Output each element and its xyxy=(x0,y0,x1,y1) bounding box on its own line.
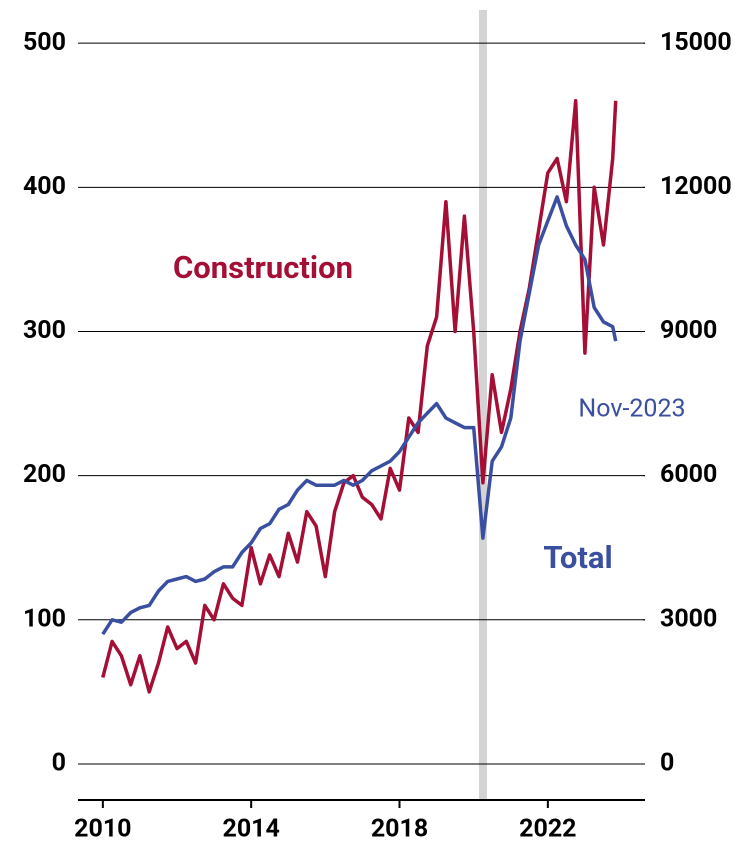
y-tick-label: 500 xyxy=(23,28,66,57)
series-label: Total xyxy=(543,539,612,576)
y2-tick-label: 15000 xyxy=(660,28,732,57)
y-tick-label: 200 xyxy=(23,460,66,489)
y-tick-label: 0 xyxy=(52,749,66,778)
highlight-band xyxy=(478,10,487,800)
y2-tick-label: 9000 xyxy=(660,316,717,345)
x-tick-label: 2022 xyxy=(519,815,576,844)
x-tick-label: 2014 xyxy=(222,815,279,844)
y2-tick-label: 12000 xyxy=(660,172,732,201)
annotation: Nov-2023 xyxy=(578,395,685,424)
y2-tick-label: 3000 xyxy=(660,604,717,633)
series-line xyxy=(101,99,618,694)
x-tick-label: 2010 xyxy=(74,815,131,844)
y2-tick-label: 6000 xyxy=(660,460,717,489)
series-label: Construction xyxy=(173,249,353,286)
x-tick-label: 2018 xyxy=(371,815,428,844)
y2-tick-label: 0 xyxy=(660,749,674,778)
series-line xyxy=(101,195,618,636)
y-tick-label: 400 xyxy=(23,172,66,201)
y-tick-label: 100 xyxy=(23,604,66,633)
y-tick-label: 300 xyxy=(23,316,66,345)
